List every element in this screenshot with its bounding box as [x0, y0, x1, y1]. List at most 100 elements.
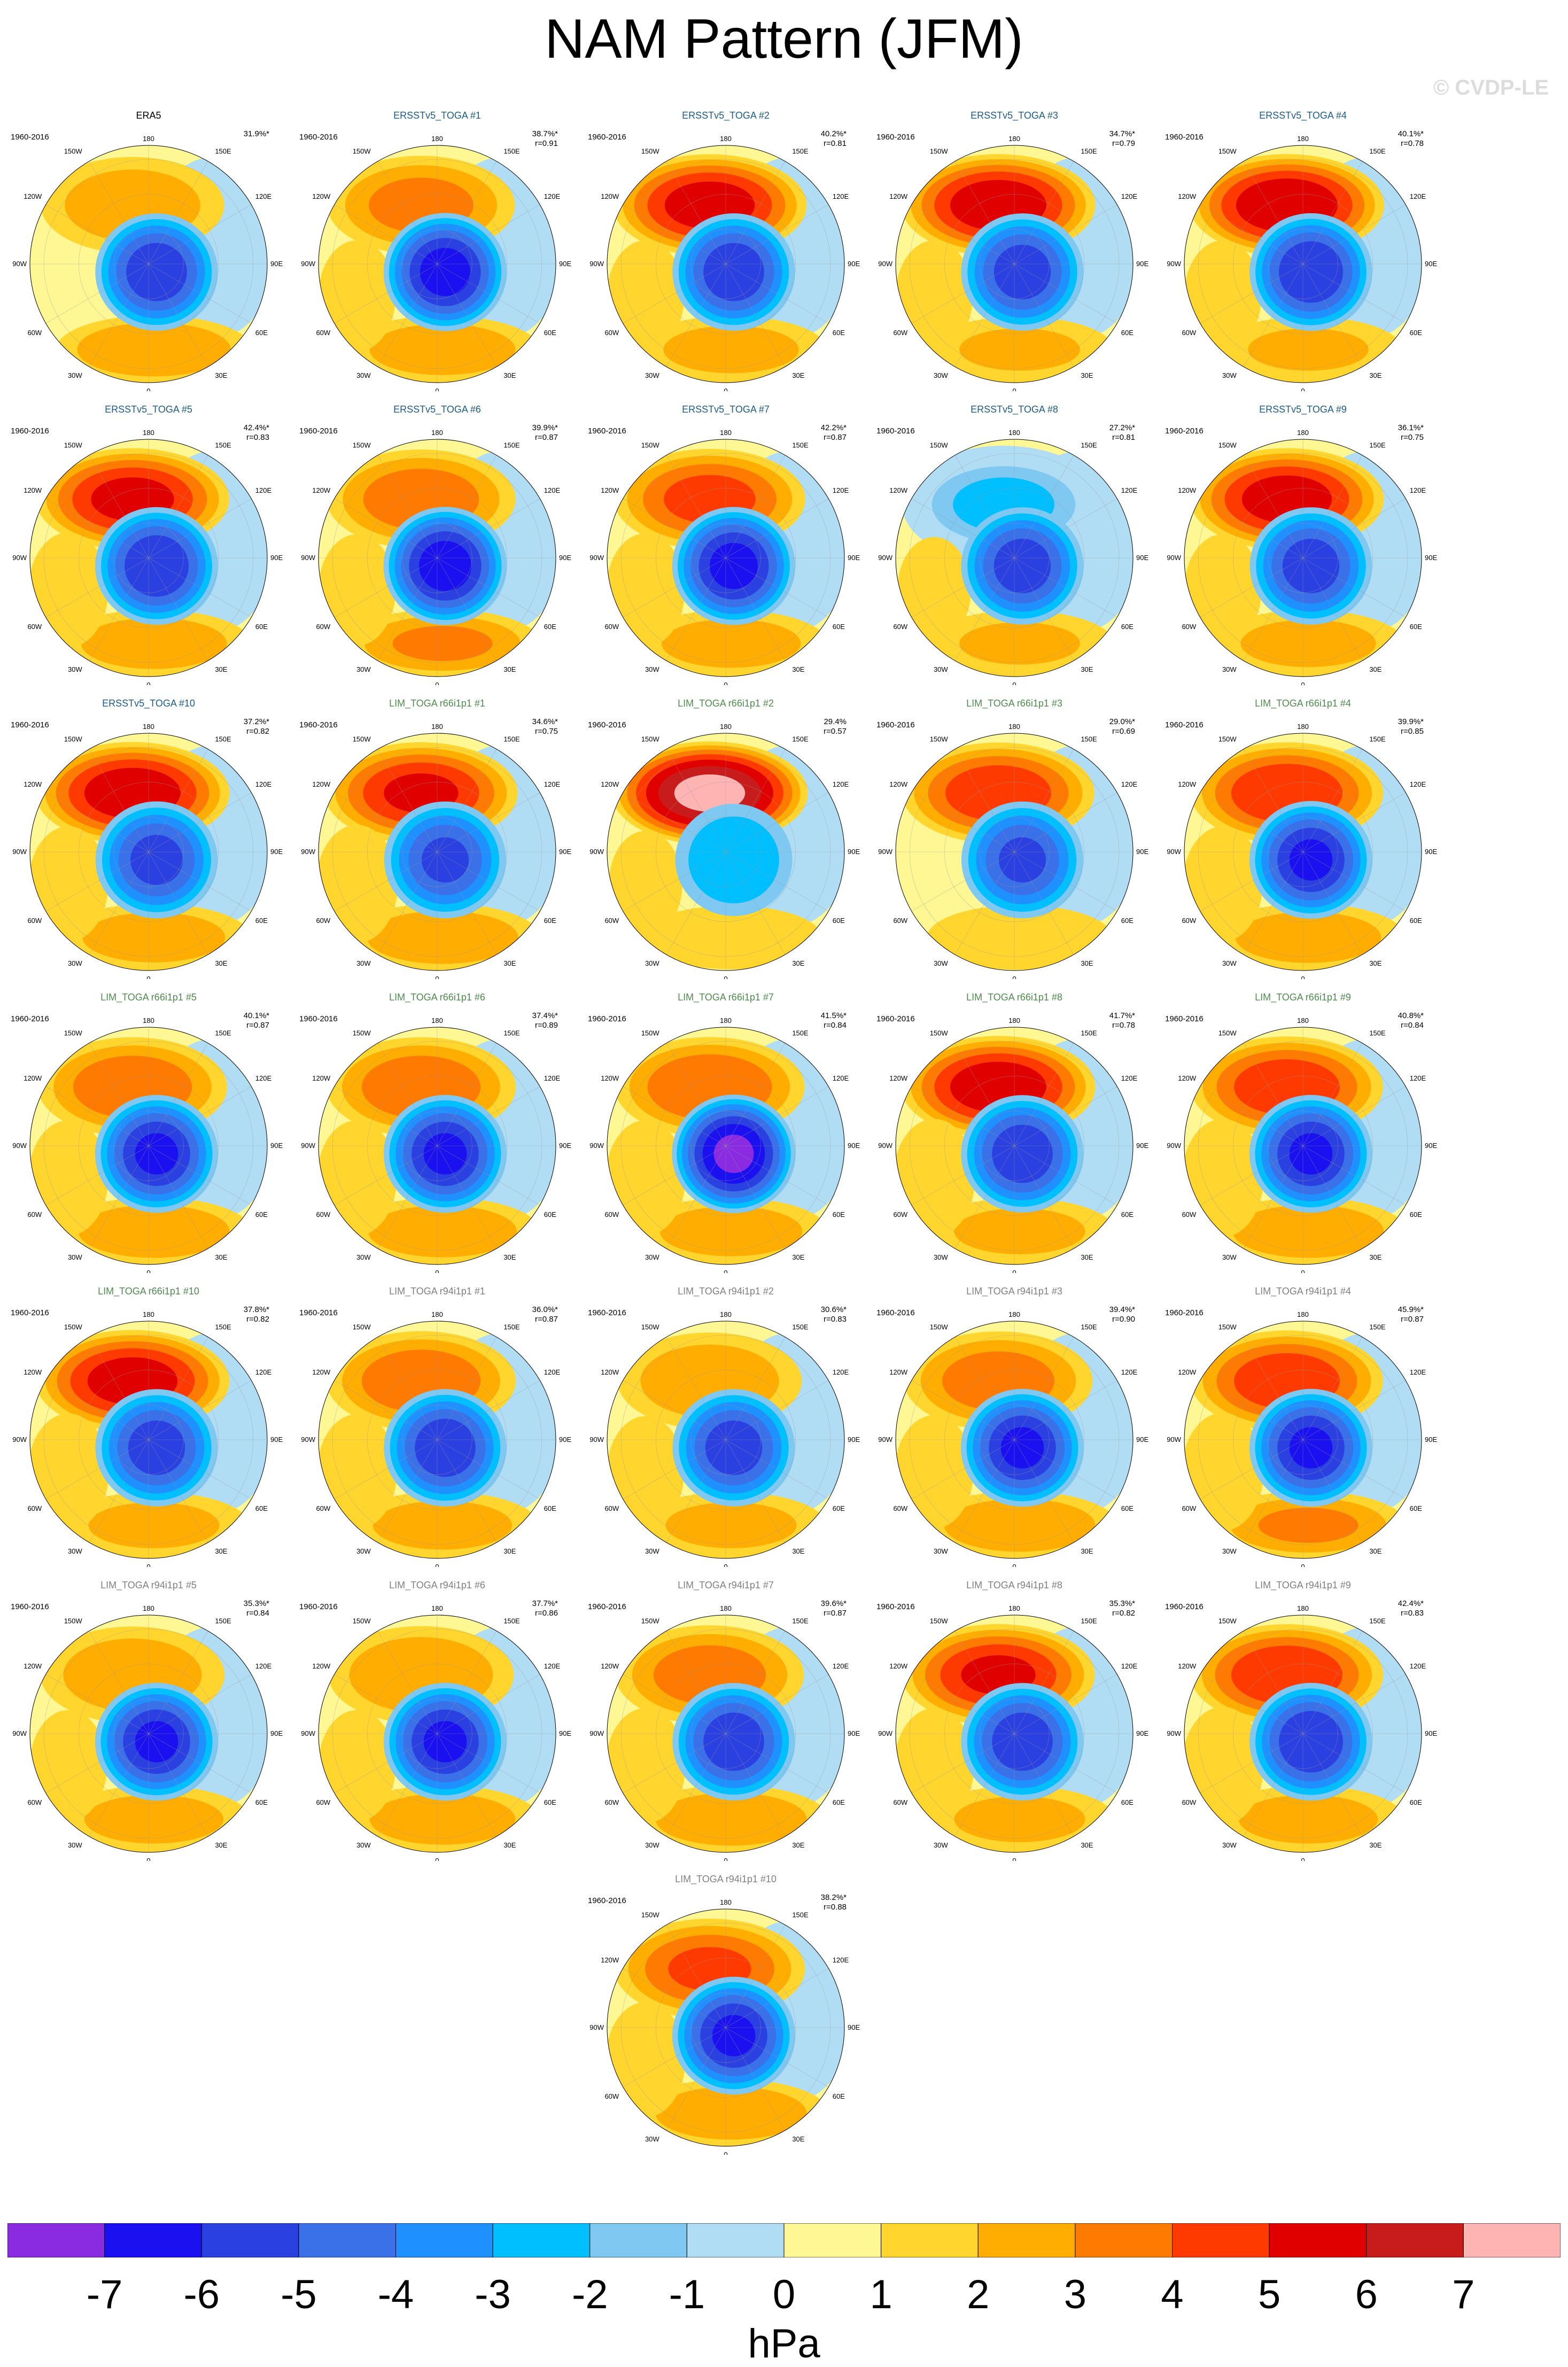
longitude-label: 60W	[1182, 1210, 1196, 1219]
colorbar-tick: 0	[772, 2272, 796, 2317]
polar-map: 180 0 90W 90E 150W 120W 150E 120E 60W 30W 60E 30E	[301, 1310, 571, 1567]
panel-title: LIM_TOGA r94i1p1 #10	[675, 1874, 777, 1884]
longitude-label: 180	[143, 1016, 154, 1025]
longitude-label: 120E	[833, 1956, 849, 1964]
panel-title: ERSSTv5_TOGA #4	[1259, 110, 1347, 121]
longitude-label: 60E	[833, 2092, 845, 2100]
longitude-label: 90E	[270, 1435, 283, 1444]
map-boundary	[895, 1615, 1134, 1853]
atlantic-high-contour-2	[1235, 912, 1381, 963]
longitude-label: 90W	[878, 554, 892, 562]
longitude-label: 30W	[645, 665, 659, 673]
longitude-label: 150W	[64, 735, 83, 743]
polar-map: 180 0 90W 90E 150W 120W 150E 120E 60W 30W 60E 30E	[12, 429, 283, 685]
longitude-label: 30E	[1081, 665, 1093, 673]
map-panel: 180 0 90W 90E 150W 120W 150E 120E 60W 30W 60E 30E ER…	[3, 402, 294, 685]
colorbar-tick: 4	[1161, 2272, 1184, 2317]
longitude-label: 120W	[889, 1368, 908, 1376]
meridian-line	[45, 1086, 252, 1206]
longitude-label: 30W	[934, 1841, 948, 1849]
longitude-label: 120E	[255, 192, 272, 200]
polar-low-contour-6	[1000, 1427, 1044, 1469]
colorbar-tick: -4	[377, 2272, 414, 2317]
longitude-label: 30W	[1222, 1841, 1237, 1849]
longitude-label: 30E	[215, 371, 227, 379]
longitude-label: 120E	[544, 486, 561, 494]
longitude-label: 30W	[1222, 1253, 1237, 1261]
map-boundary	[607, 1615, 845, 1853]
longitude-label: 30E	[792, 665, 804, 673]
longitude-label: 150E	[503, 441, 520, 449]
longitude-label: 150E	[1081, 1029, 1097, 1037]
longitude-label: 180	[720, 1898, 732, 1906]
longitude-label: 150E	[215, 1617, 231, 1625]
polar-low-contour-6	[419, 541, 471, 591]
longitude-label: 150W	[930, 1029, 949, 1037]
panel-variance-explained: 37.7%*	[532, 1599, 558, 1608]
map-panel: 180 0 90W 90E 150W 120W 150E 120E 60W 30W 60E 30E LI…	[1158, 1578, 1448, 1861]
longitude-label: 30E	[792, 2135, 804, 2143]
colorbar-tick: -2	[572, 2272, 608, 2317]
longitude-label: 30W	[934, 959, 948, 967]
western-band-contour-1	[30, 826, 108, 942]
longitude-label: 30E	[503, 371, 516, 379]
polar-map: 180 0 90W 90E 150W 120W 150E 120E 60W 30W 60E 30E	[1167, 723, 1437, 979]
longitude-label: 90W	[301, 554, 315, 562]
panel-years: 1960-2016	[1165, 1014, 1204, 1023]
atlantic-high-contour-2	[88, 1502, 220, 1548]
map-boundary	[1184, 733, 1422, 971]
polar-map: 180 0 90W 90E 150W 120W 150E 120E 60W 30W 60E 30E	[1167, 1016, 1437, 1273]
map-panel: 180 0 90W 90E 150W 120W 150E 120E 60W 30W 60E 30E ER…	[580, 108, 871, 391]
longitude-label: 0	[435, 1269, 439, 1273]
longitude-label: 150W	[930, 441, 949, 449]
meridian-line	[623, 204, 829, 324]
longitude-label: 150E	[1369, 1617, 1386, 1625]
longitude-label: 30E	[215, 1253, 227, 1261]
longitude-label: 90E	[559, 1142, 571, 1150]
meridian-line	[623, 498, 829, 618]
longitude-label: 150E	[503, 1029, 520, 1037]
meridian-line	[911, 498, 1117, 618]
polar-low-contour-5	[703, 1712, 764, 1771]
longitude-label: 120W	[889, 1074, 908, 1082]
polar-low-contour-6	[135, 1133, 178, 1175]
longitude-label: 180	[431, 1310, 443, 1318]
panel-variance-explained: 42.2%*	[820, 423, 847, 432]
longitude-label: 60E	[1121, 1210, 1134, 1219]
map-panel: 180 0 90W 90E 150W 120W 150E 120E 60W 30W 60E 30E LI…	[580, 1578, 871, 1861]
longitude-label: 60E	[833, 917, 845, 925]
longitude-label: 0	[1012, 975, 1016, 979]
panel-pattern-correlation: r=0.83	[246, 433, 269, 442]
meridian-line	[623, 1674, 829, 1794]
longitude-label: 150W	[930, 1617, 949, 1625]
longitude-label: 0	[435, 681, 439, 685]
longitude-label: 30E	[215, 1547, 227, 1555]
panel-variance-explained: 42.4%*	[243, 423, 269, 432]
longitude-label: 60E	[255, 1210, 268, 1219]
longitude-label: 90W	[301, 1729, 315, 1737]
longitude-label: 180	[143, 429, 154, 437]
meridian-line	[45, 792, 252, 912]
panel-variance-explained: 35.3%*	[1109, 1599, 1135, 1608]
longitude-label: 180	[720, 135, 732, 143]
panel-variance-explained: 40.2%*	[820, 129, 847, 138]
map-panel: 180 0 90W 90E 150W 120W 150E 120E 60W 30W 60E 30E LI…	[580, 1872, 871, 2155]
longitude-label: 90W	[878, 1435, 892, 1444]
longitude-label: 60E	[544, 1210, 556, 1219]
polar-map: 180 0 90W 90E 150W 120W 150E 120E 60W 30W 60E 30E	[1167, 429, 1437, 685]
longitude-label: 30E	[503, 665, 516, 673]
polar-low-contour-6	[420, 247, 471, 297]
longitude-label: 150W	[930, 148, 949, 156]
panel-years: 1960-2016	[299, 426, 338, 436]
map-boundary	[318, 1321, 556, 1559]
panel-years: 1960-2016	[299, 1602, 338, 1611]
longitude-label: 150W	[64, 1323, 83, 1331]
longitude-label: 150E	[215, 148, 231, 156]
longitude-label: 180	[1297, 723, 1309, 731]
map-boundary	[607, 145, 845, 383]
longitude-label: 120W	[601, 780, 619, 788]
longitude-label: 120W	[24, 1074, 42, 1082]
polar-low-contour-6	[423, 1133, 467, 1175]
polar-map: 180 0 90W 90E 150W 120W 150E 120E 60W 30W 60E 30E	[301, 1604, 571, 1861]
panel-years: 1960-2016	[11, 426, 49, 436]
